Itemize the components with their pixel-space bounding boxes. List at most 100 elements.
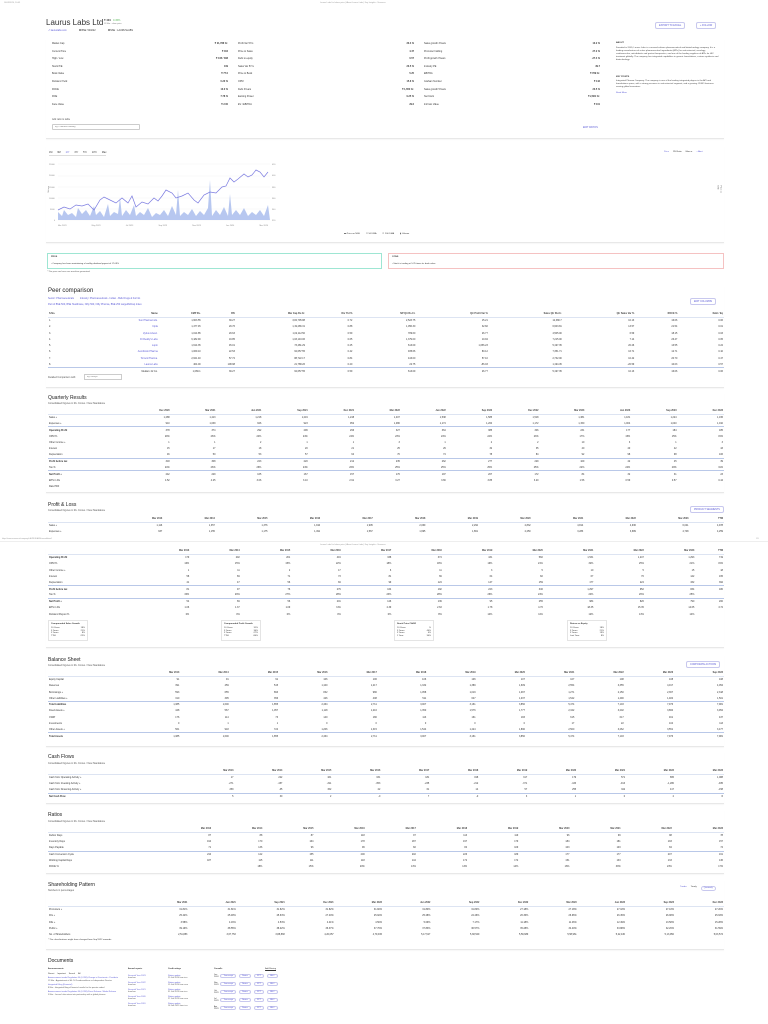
row-label[interactable]: Net Profit +: [48, 597, 140, 605]
corporate-actions-button[interactable]: CORPORATE ACTIONS: [686, 661, 721, 668]
follow-button[interactable]: + FOLLOW: [696, 22, 717, 29]
announcement-filter[interactable]: Search: [68, 972, 76, 975]
peer-name-link[interactable]: Cipla: [152, 325, 158, 329]
metric-pe[interactable]: PE Ratio: [672, 151, 682, 153]
row-label[interactable]: Other Liabilities +: [49, 696, 68, 700]
concall-notes-button[interactable]: Notes: [239, 981, 251, 987]
concall-ppt-button[interactable]: PPT: [253, 997, 265, 1003]
column-header[interactable]: NP Qtr Rs.Cr.: [353, 311, 417, 318]
column-header[interactable]: Name: [77, 311, 159, 318]
announcement-filter[interactable]: Important: [57, 972, 66, 975]
row-label[interactable]: Expenses +: [49, 421, 62, 425]
detailed-comparison-input[interactable]: [84, 374, 122, 380]
row-label[interactable]: Fixed Assets +: [49, 709, 65, 713]
legend-volume[interactable]: ▮ Volume: [400, 233, 410, 235]
row-label[interactable]: Public +: [49, 926, 58, 930]
column-header[interactable]: Div Yld %: [305, 311, 354, 318]
concall-ppt-button[interactable]: PPT: [253, 1005, 265, 1011]
column-header[interactable]: Mar Cap Rs.Cr.: [235, 311, 306, 318]
metric-price[interactable]: Price: [664, 151, 669, 153]
announcement-filter[interactable]: All: [78, 972, 81, 975]
concall-rec-button[interactable]: REC: [267, 1005, 278, 1011]
row-label[interactable]: Expenses +: [49, 530, 62, 534]
nse-code[interactable]: NSE : LAURUSLABS: [107, 29, 133, 32]
concall-rec-button[interactable]: REC: [267, 973, 278, 979]
column-header[interactable]: Qtr Profit Var %: [416, 311, 489, 318]
row-label[interactable]: Borrowings +: [49, 690, 64, 694]
row-label[interactable]: Sales +: [49, 416, 58, 420]
concall-ppt-button[interactable]: PPT: [253, 989, 265, 995]
peer-name-link[interactable]: Sun Pharma.Inds.: [138, 319, 158, 323]
row-label[interactable]: Cash from Operating Activity +: [49, 776, 82, 780]
add-missing-link[interactable]: Add Missing: [265, 968, 276, 970]
concall-notes-button[interactable]: Notes: [239, 989, 251, 995]
tab-quarterly[interactable]: Quarterly: [700, 886, 716, 891]
concall-ppt-button[interactable]: PPT: [253, 981, 265, 987]
row-label[interactable]: DIIs +: [49, 920, 56, 924]
edit-ratios-link[interactable]: EDIT RATIOS: [583, 126, 598, 129]
concall-rec-button[interactable]: REC: [267, 981, 278, 987]
row-label[interactable]: FIIs +: [49, 914, 56, 918]
document-link[interactable]: Rating update: [168, 974, 181, 977]
document-link[interactable]: Financial Year 2020: [128, 995, 146, 998]
row-label[interactable]: Cash from Investing Activity +: [49, 782, 81, 786]
concall-rec-button[interactable]: REC: [267, 997, 278, 1003]
row-label[interactable]: Other Income +: [49, 568, 66, 572]
concall-notes-button[interactable]: Notes: [239, 973, 251, 979]
document-link[interactable]: Rating update: [168, 995, 181, 998]
announcement-filter[interactable]: Recent: [48, 972, 55, 975]
column-header[interactable]: S.No.: [48, 311, 78, 318]
row-label[interactable]: Net Profit +: [48, 470, 125, 478]
column-header[interactable]: Sales Qtr Rs.Cr.: [488, 311, 563, 318]
peer-name-link[interactable]: Lupin: [151, 344, 158, 348]
column-header[interactable]: Qtr Sales Var %: [562, 311, 636, 318]
row-label[interactable]: Sales +: [49, 524, 58, 528]
read-more-link[interactable]: Read More: [616, 92, 627, 95]
peer-name-link[interactable]: Zydus Lifesci.: [143, 331, 158, 335]
range-1yr[interactable]: 1Yr: [65, 151, 70, 154]
concall-transcript-button[interactable]: Transcript: [220, 981, 237, 987]
range-1m[interactable]: 1M: [49, 151, 53, 154]
announcement-link[interactable]: Announcement under Regulation 30 (LODR)-…: [48, 977, 118, 979]
row-label[interactable]: Other Assets +: [49, 728, 65, 732]
industry-link[interactable]: Industry: Pharmaceuticals - Indian - Bul…: [79, 297, 141, 300]
document-link[interactable]: Financial Year 2019: [128, 1002, 146, 1005]
edit-columns-button[interactable]: EDIT COLUMNS: [690, 298, 717, 305]
range-3yr[interactable]: 3Yr: [74, 151, 79, 154]
row-label[interactable]: Promoters +: [49, 908, 63, 912]
sector-link[interactable]: Sector: Pharmaceuticals: [48, 297, 74, 300]
range-max[interactable]: Max: [101, 151, 107, 154]
column-header[interactable]: CMP Rs.: [158, 311, 202, 318]
concall-transcript-button[interactable]: Transcript: [220, 989, 237, 995]
concall-ppt-button[interactable]: PPT: [253, 973, 265, 979]
tab-trades[interactable]: Trades: [680, 886, 687, 888]
concall-transcript-button[interactable]: Transcript: [220, 973, 237, 979]
legend-50dma[interactable]: ☐ 50 DMA: [365, 233, 377, 235]
document-link[interactable]: Rating update: [168, 981, 181, 984]
peer-name-link[interactable]: Laurus Labs: [144, 362, 158, 366]
row-label[interactable]: Cash from Financing Activity +: [49, 788, 82, 792]
announcement-link[interactable]: Integrated Filing (Financial): [48, 984, 73, 986]
range-6m[interactable]: 6M: [57, 151, 61, 154]
peer-name-link[interactable]: Dr Reddy's Labs: [140, 337, 158, 341]
document-link[interactable]: Financial Year 2021: [128, 988, 146, 991]
document-link[interactable]: Financial Year 2022: [128, 981, 146, 984]
column-header[interactable]: ROCE %: [635, 311, 679, 318]
product-segments-button[interactable]: PRODUCT SEGMENTS: [690, 506, 724, 513]
add-alert-button[interactable]: + Alert: [696, 151, 703, 153]
add-ratio-input[interactable]: [52, 124, 140, 130]
concall-notes-button[interactable]: Notes: [239, 997, 251, 1003]
tab-yearly[interactable]: Yearly: [690, 886, 697, 888]
index-links[interactable]: Part of BSE 500, BSE Healthcare, Nifty 5…: [48, 303, 142, 306]
column-header[interactable]: Debt / Eq: [678, 311, 724, 318]
website-link[interactable]: ↗ lauruslabs.com: [48, 29, 67, 32]
concall-transcript-button[interactable]: Transcript: [220, 1005, 237, 1011]
concall-rec-button[interactable]: REC: [267, 989, 278, 995]
document-link[interactable]: Rating update: [168, 988, 181, 991]
bse-code[interactable]: BSE: 540222: [78, 29, 96, 32]
peer-name-link[interactable]: Aurobindo Pharma: [137, 350, 158, 354]
range-5yr[interactable]: 5Yr: [83, 151, 87, 154]
concall-notes-button[interactable]: Notes: [239, 1005, 251, 1011]
metric-more[interactable]: More ▾: [685, 151, 693, 153]
peer-name-link[interactable]: Torrent Pharma.: [140, 356, 158, 360]
